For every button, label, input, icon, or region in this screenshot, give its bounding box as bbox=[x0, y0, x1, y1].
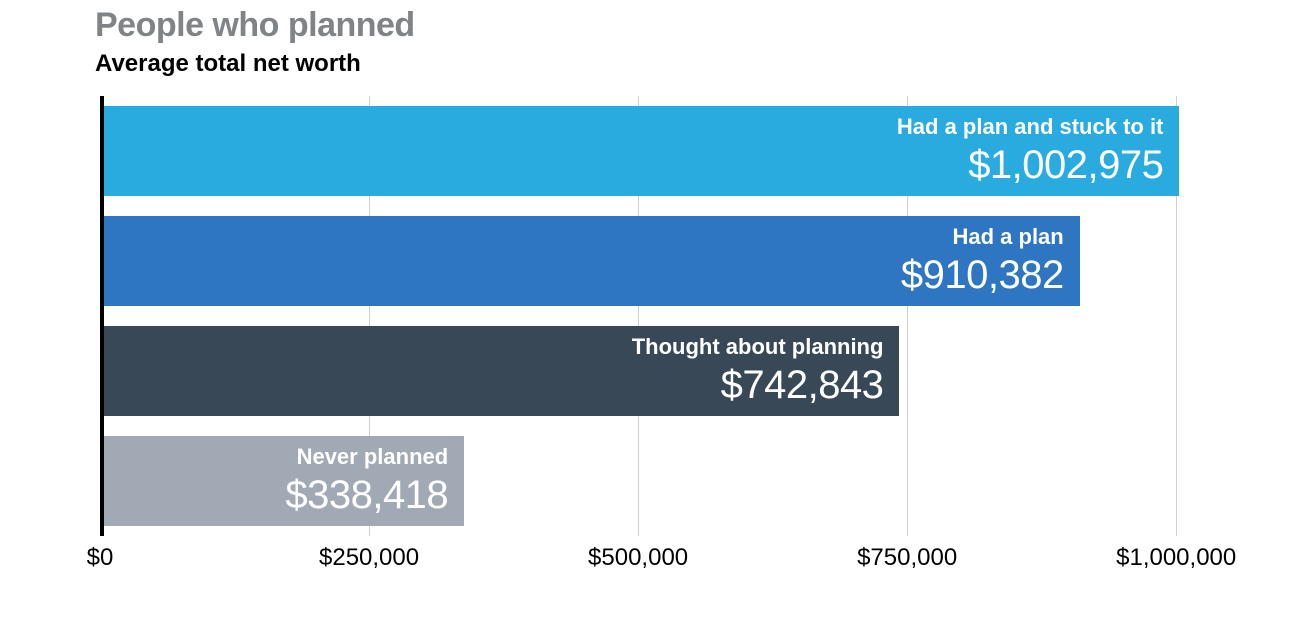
bar-value-label: $1,002,975 bbox=[968, 143, 1163, 188]
chart-plot-area: $0 $250,000 $500,000 $750,000 $1,000,000… bbox=[100, 96, 1230, 536]
bar: Had a plan and stuck to it $1,002,975 bbox=[104, 106, 1179, 196]
x-tick-label: $0 bbox=[87, 544, 114, 572]
x-tick-label: $750,000 bbox=[857, 544, 957, 572]
bar-value-label: $910,382 bbox=[901, 253, 1064, 298]
bar-category-label: Never planned bbox=[297, 444, 449, 470]
bar: Thought about planning $742,843 bbox=[104, 326, 899, 416]
x-tick-label: $500,000 bbox=[588, 544, 688, 572]
bar-category-label: Had a plan bbox=[952, 224, 1063, 250]
chart-subtitle: Average total net worth bbox=[95, 50, 361, 78]
bar-value-label: $338,418 bbox=[285, 473, 448, 518]
bar: Had a plan $910,382 bbox=[104, 216, 1080, 306]
bar-value-label: $742,843 bbox=[721, 363, 884, 408]
bar-category-label: Thought about planning bbox=[632, 334, 884, 360]
bar-category-label: Had a plan and stuck to it bbox=[897, 114, 1163, 140]
x-tick-label: $250,000 bbox=[319, 544, 419, 572]
x-tick-label: $1,000,000 bbox=[1116, 544, 1236, 572]
chart-title: People who planned bbox=[95, 6, 415, 45]
bar: Never planned $338,418 bbox=[104, 436, 464, 526]
